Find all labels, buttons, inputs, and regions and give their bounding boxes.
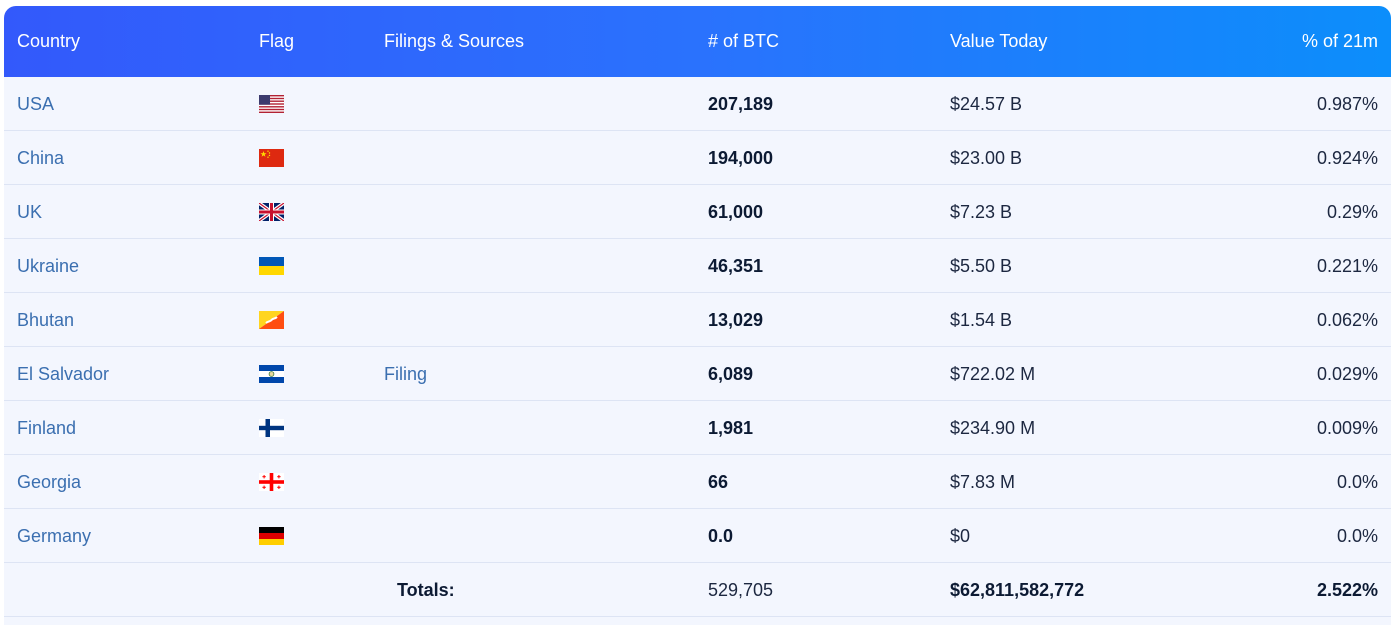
btc-amount: 6,089: [708, 364, 754, 384]
value-today: $23.00 B: [950, 148, 1023, 168]
table-row: El Salvador Filing 6,089 $722.02 M 0.029…: [4, 347, 1391, 401]
country-link[interactable]: Germany: [17, 526, 92, 546]
totals-pct: 2.522%: [1316, 580, 1378, 600]
value-today: $234.90 M: [950, 418, 1036, 438]
germany-flag-icon: [259, 527, 284, 545]
china-flag-icon: [259, 149, 284, 167]
country-link[interactable]: Finland: [17, 418, 77, 438]
table-row: Finland 1,981 $234.90 M 0.009%: [4, 401, 1391, 455]
filing-link[interactable]: Filing: [384, 364, 428, 384]
country-link[interactable]: El Salvador: [17, 364, 110, 384]
ukraine-flag-icon: [259, 257, 284, 275]
table-row: China 194,000 $23.00 B 0.924%: [4, 131, 1391, 185]
value-today: $7.23 B: [950, 202, 1013, 222]
totals-row: Totals: 529,705 $62,811,582,772 2.522%: [4, 563, 1391, 617]
btc-amount: 1,981: [708, 418, 754, 438]
header-pct[interactable]: % of 21m: [1301, 31, 1378, 51]
usa-flag-icon: [259, 95, 284, 113]
totals-label: Totals:: [397, 580, 455, 600]
value-today: $5.50 B: [950, 256, 1013, 276]
pct-of-21m: 0.0%: [1336, 472, 1378, 492]
bhutan-flag-icon: [259, 311, 284, 329]
btc-amount: 194,000: [708, 148, 774, 168]
georgia-flag-icon: [259, 473, 284, 491]
value-today: $722.02 M: [950, 364, 1036, 384]
table-row: UK 61,000 $7.23 B 0.29%: [4, 185, 1391, 239]
pct-of-21m: 0.009%: [1316, 418, 1378, 438]
header-btc[interactable]: # of BTC: [708, 31, 780, 51]
pct-of-21m: 0.29%: [1326, 202, 1378, 222]
table-header: Country Flag Filings & Sources # of BTC …: [4, 6, 1391, 77]
value-today: $0: [950, 526, 971, 546]
uk-flag-icon: [259, 203, 284, 221]
btc-amount: 46,351: [708, 256, 764, 276]
pct-of-21m: 0.062%: [1316, 310, 1378, 330]
table-row: Bhutan 13,029 $1.54 B 0.062%: [4, 293, 1391, 347]
totals-value: $62,811,582,772: [950, 580, 1085, 600]
country-link[interactable]: UK: [17, 202, 43, 222]
holdings-table: Country Flag Filings & Sources # of BTC …: [4, 6, 1391, 625]
value-today: $24.57 B: [950, 94, 1023, 114]
table-row: Ukraine 46,351 $5.50 B 0.221%: [4, 239, 1391, 293]
pct-of-21m: 0.221%: [1316, 256, 1378, 276]
header-value[interactable]: Value Today: [950, 31, 1048, 51]
pct-of-21m: 0.029%: [1316, 364, 1378, 384]
table-row: Germany 0.0 $0 0.0%: [4, 509, 1391, 563]
finland-flag-icon: [259, 419, 284, 437]
header-filings[interactable]: Filings & Sources: [384, 31, 525, 51]
country-link[interactable]: Ukraine: [17, 256, 80, 276]
value-today: $7.83 M: [950, 472, 1016, 492]
pct-of-21m: 0.0%: [1336, 526, 1378, 546]
el-salvador-flag-icon: [259, 365, 284, 383]
btc-amount: 207,189: [708, 94, 774, 114]
country-link[interactable]: Bhutan: [17, 310, 75, 330]
pct-of-21m: 0.987%: [1316, 94, 1378, 114]
pct-of-21m: 0.924%: [1316, 148, 1378, 168]
btc-amount: 61,000: [708, 202, 764, 222]
header-flag[interactable]: Flag: [259, 31, 295, 51]
totals-btc: 529,705: [708, 580, 774, 600]
value-today: $1.54 B: [950, 310, 1013, 330]
btc-amount: 13,029: [708, 310, 764, 330]
country-link[interactable]: Georgia: [17, 472, 82, 492]
table-row: Georgia 66 $7.83 M 0.0%: [4, 455, 1391, 509]
table-row: USA 207,189 $24.57 B 0.987%: [4, 77, 1391, 131]
btc-amount: 66: [708, 472, 729, 492]
btc-amount: 0.0: [708, 526, 734, 546]
country-link[interactable]: USA: [17, 94, 55, 114]
header-country[interactable]: Country: [17, 31, 81, 51]
country-link[interactable]: China: [17, 148, 65, 168]
